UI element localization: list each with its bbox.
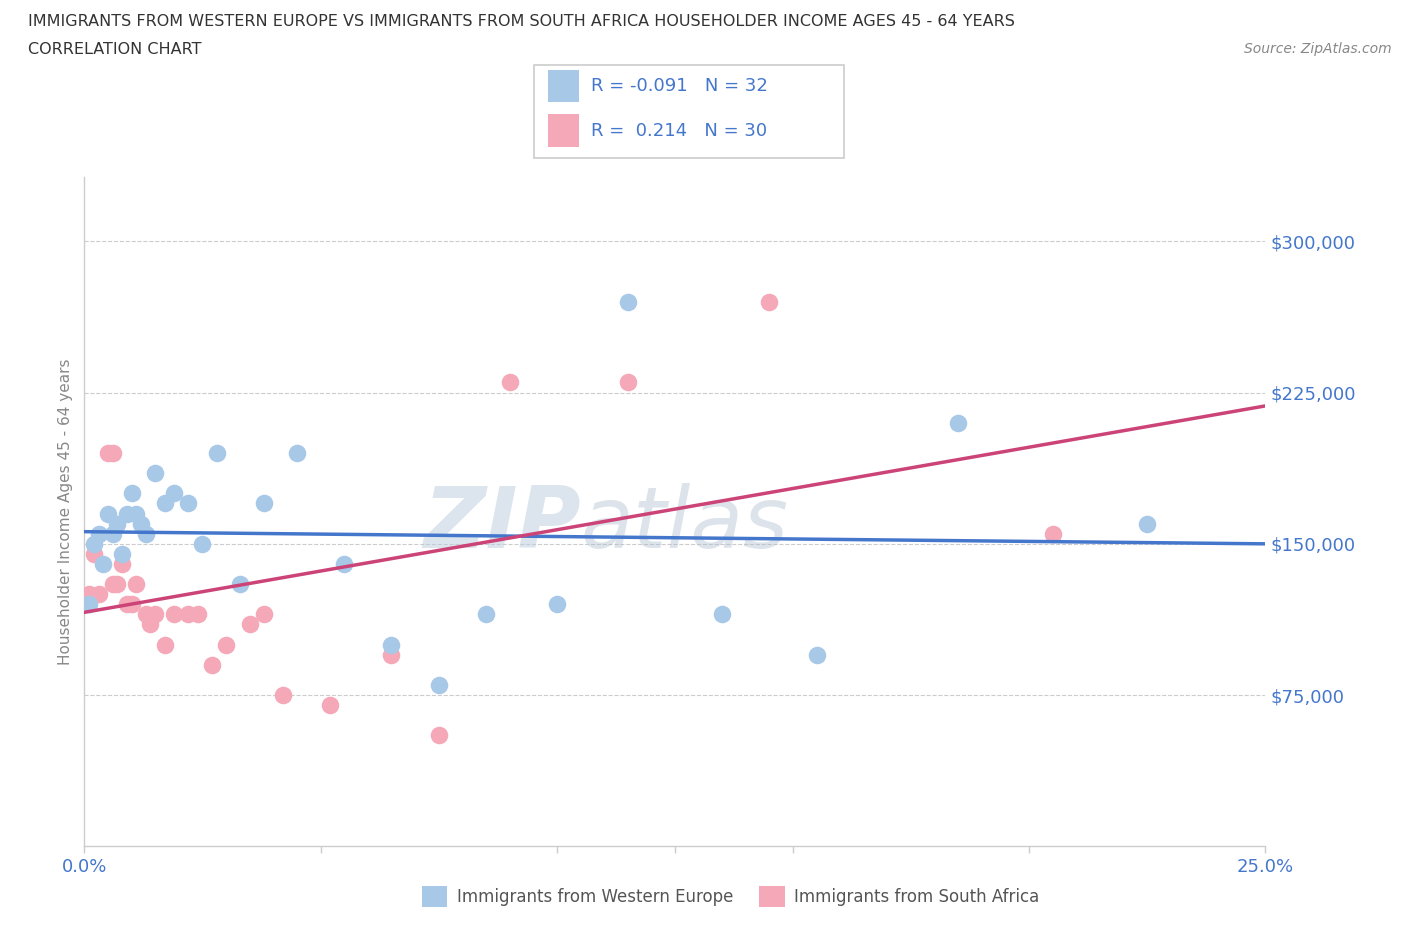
Point <box>143 607 166 622</box>
Point <box>101 445 124 460</box>
Point <box>498 375 520 390</box>
Text: Immigrants from Western Europe: Immigrants from Western Europe <box>457 887 734 906</box>
Point <box>153 496 176 511</box>
Point <box>201 658 224 672</box>
Point <box>139 617 162 631</box>
Point <box>97 506 120 521</box>
Point <box>427 678 450 693</box>
Point <box>205 445 228 460</box>
Point <box>77 597 100 612</box>
Point <box>111 547 134 562</box>
Point <box>121 597 143 612</box>
Point <box>115 597 138 612</box>
Point <box>77 587 100 602</box>
Point <box>229 577 252 591</box>
Point <box>711 607 734 622</box>
Point <box>427 728 450 743</box>
Point <box>135 526 157 541</box>
Point <box>948 416 970 431</box>
Point <box>271 687 294 702</box>
Point <box>163 485 186 500</box>
Text: R = -0.091   N = 32: R = -0.091 N = 32 <box>591 77 768 96</box>
Point <box>91 556 114 571</box>
Point <box>107 577 129 591</box>
Point <box>101 526 124 541</box>
Point <box>87 587 110 602</box>
Point <box>285 445 308 460</box>
Point <box>107 516 129 531</box>
Point <box>125 506 148 521</box>
Point <box>758 294 780 309</box>
Text: R =  0.214   N = 30: R = 0.214 N = 30 <box>591 122 766 140</box>
Point <box>191 537 214 551</box>
Point <box>97 445 120 460</box>
Point <box>806 647 828 662</box>
Text: Immigrants from South Africa: Immigrants from South Africa <box>794 887 1039 906</box>
Point <box>319 698 342 712</box>
Y-axis label: Householder Income Ages 45 - 64 years: Householder Income Ages 45 - 64 years <box>58 358 73 665</box>
Point <box>135 607 157 622</box>
Point <box>616 375 638 390</box>
Point <box>177 496 200 511</box>
Point <box>253 607 276 622</box>
Text: ZIP: ZIP <box>423 484 581 566</box>
Point <box>333 556 356 571</box>
Point <box>380 637 402 652</box>
Point <box>115 506 138 521</box>
Point <box>239 617 262 631</box>
Text: IMMIGRANTS FROM WESTERN EUROPE VS IMMIGRANTS FROM SOUTH AFRICA HOUSEHOLDER INCOM: IMMIGRANTS FROM WESTERN EUROPE VS IMMIGR… <box>28 14 1015 29</box>
Point <box>87 526 110 541</box>
Point <box>101 577 124 591</box>
Point <box>153 637 176 652</box>
Point <box>616 294 638 309</box>
Text: CORRELATION CHART: CORRELATION CHART <box>28 42 201 57</box>
Point <box>380 647 402 662</box>
Point <box>129 516 152 531</box>
Point <box>163 607 186 622</box>
Point <box>546 597 568 612</box>
Point <box>177 607 200 622</box>
Point <box>143 466 166 481</box>
Text: atlas: atlas <box>581 484 789 566</box>
Point <box>83 547 105 562</box>
Point <box>1042 526 1064 541</box>
Point <box>215 637 238 652</box>
Point <box>83 537 105 551</box>
Point <box>121 485 143 500</box>
Point <box>111 556 134 571</box>
Text: Source: ZipAtlas.com: Source: ZipAtlas.com <box>1244 42 1392 56</box>
Point <box>253 496 276 511</box>
Point <box>125 577 148 591</box>
Point <box>475 607 498 622</box>
Point <box>187 607 209 622</box>
Point <box>1136 516 1159 531</box>
